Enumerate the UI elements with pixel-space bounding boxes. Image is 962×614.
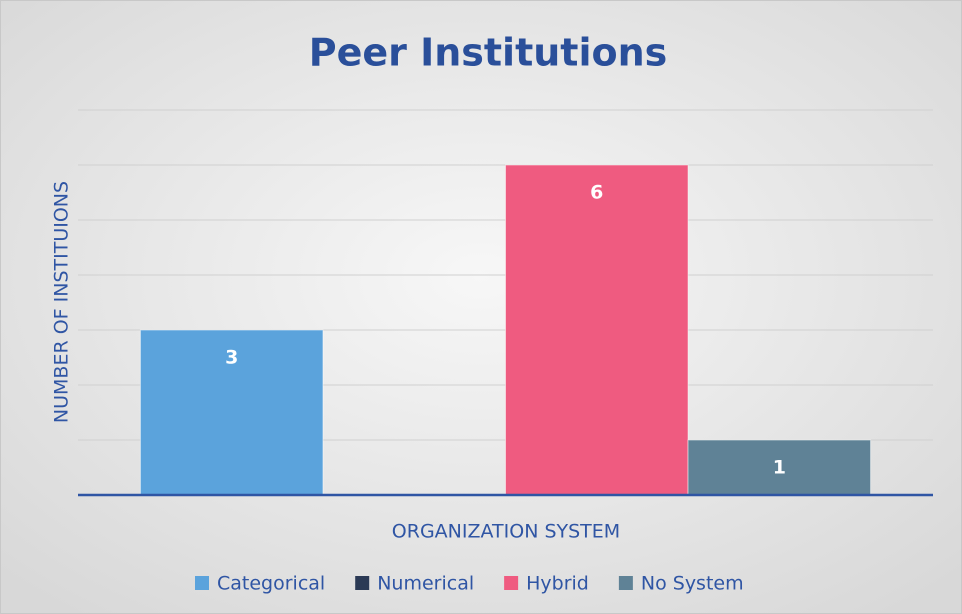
legend-swatch: [618, 576, 633, 590]
chart-title: Peer Institutions: [309, 31, 668, 75]
legend-swatch: [504, 576, 519, 590]
data-label: 1: [773, 457, 786, 479]
legend-swatch: [355, 576, 370, 590]
legend-label: Categorical: [217, 573, 325, 595]
bar: [139, 329, 324, 496]
bar: [505, 164, 689, 496]
data-label: 3: [225, 347, 238, 369]
legend-swatch: [195, 576, 209, 590]
y-axis-label: NUMBER OF INSTITUIONS: [51, 181, 73, 423]
legend-label: Hybrid: [526, 573, 589, 595]
bar: [687, 439, 872, 496]
data-label: 6: [590, 182, 603, 204]
x-axis-label: ORGANIZATION SYSTEM: [392, 521, 620, 543]
legend-label: Numerical: [377, 573, 474, 595]
legend-label: No System: [641, 573, 744, 595]
